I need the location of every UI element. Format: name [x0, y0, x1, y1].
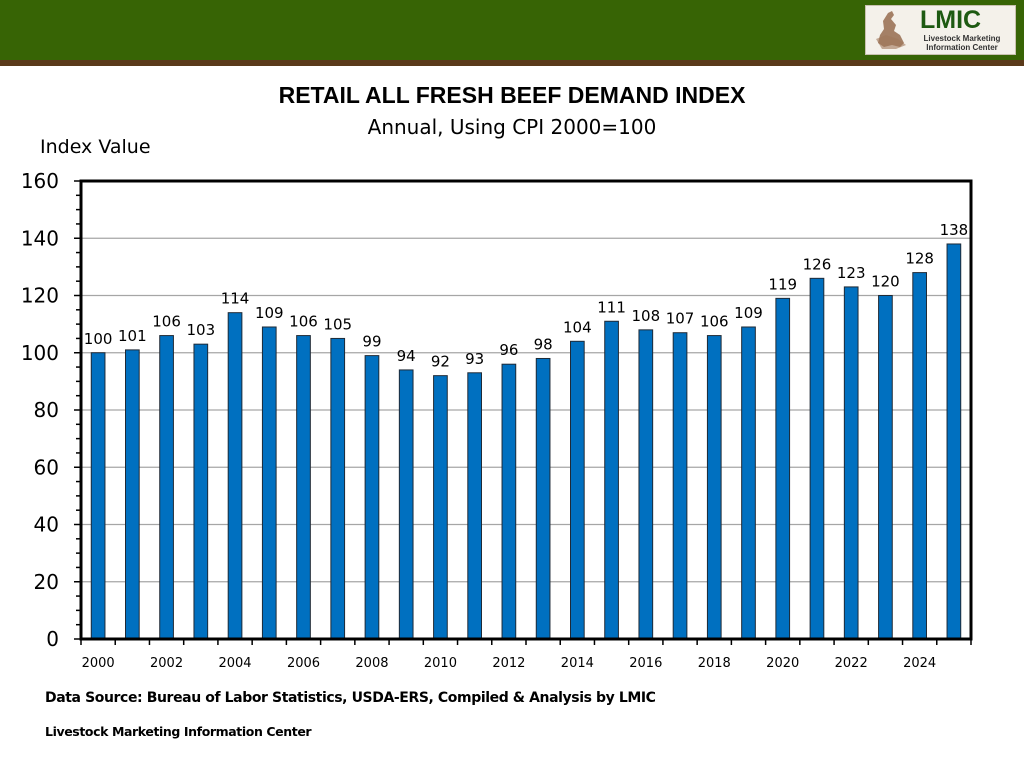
bar-2023	[878, 295, 893, 640]
y-tick-label-120: 120	[21, 284, 59, 308]
bar-2014	[570, 340, 585, 640]
data-label-2003: 103	[186, 321, 215, 339]
y-axis-label: Index Value	[40, 136, 151, 158]
y-tick-label-60: 60	[34, 455, 59, 479]
bar-2001	[125, 349, 140, 640]
bar-2011	[467, 372, 482, 640]
y-tick-label-160: 160	[21, 169, 59, 193]
logo-main-text: LMIC	[920, 6, 982, 34]
x-tick-label-2018: 2018	[698, 656, 731, 671]
lmic-logo: LMIC Livestock Marketing Information Cen…	[865, 5, 1016, 55]
logo-sub-line1: Livestock Marketing	[923, 34, 1001, 43]
data-label-2019: 109	[734, 304, 763, 322]
data-label-2005: 109	[255, 304, 284, 322]
x-tick-label-2008: 2008	[355, 656, 388, 671]
data-label-2002: 106	[152, 313, 181, 331]
data-label-2024: 128	[905, 250, 934, 268]
x-tick-label-2006: 2006	[287, 656, 320, 671]
x-tick-label-2024: 2024	[903, 656, 936, 671]
bars	[90, 243, 962, 640]
data-label-2010: 92	[431, 353, 450, 371]
bar-2010	[433, 375, 448, 640]
bar-2025	[946, 243, 962, 640]
bar-2004	[227, 312, 243, 640]
x-tick-label-2016: 2016	[629, 656, 662, 671]
x-tick-label-2004: 2004	[218, 656, 251, 671]
y-tick-label-100: 100	[21, 341, 59, 365]
data-labels: 100 101 106 103 114 109 106 105 99 94 92 93 96 98 104 1…	[84, 221, 968, 371]
y-tick-label-80: 80	[34, 398, 59, 422]
bar-2022	[843, 286, 859, 640]
bar-2005	[261, 326, 277, 640]
data-label-2012: 96	[499, 341, 518, 359]
bar-2009	[398, 369, 414, 640]
data-label-2009: 94	[397, 347, 416, 365]
data-label-2025: 138	[940, 221, 969, 239]
header-stripe	[0, 60, 1024, 66]
chart-subtitle: Annual, Using CPI 2000=100	[367, 115, 657, 139]
data-source-note: Data Source: Bureau of Labor Statistics,…	[45, 690, 656, 706]
data-label-2018: 106	[700, 313, 729, 331]
data-label-2008: 99	[362, 333, 381, 351]
data-label-2022: 123	[837, 264, 866, 282]
bar-2000	[90, 352, 106, 640]
bar-2019	[741, 326, 756, 640]
x-tick-label-2022: 2022	[835, 656, 868, 671]
x-tick-label-2002: 2002	[150, 656, 183, 671]
bar-2021	[809, 277, 825, 640]
data-label-2021: 126	[803, 255, 832, 273]
data-label-2023: 120	[871, 273, 900, 291]
y-tick-label-0: 0	[46, 627, 59, 651]
bar-2018	[706, 335, 722, 640]
x-tick-labels: 2000 2002 2004 2006 2008 2010 2012 2014 2016 2018…	[82, 656, 937, 671]
axes	[74, 179, 973, 645]
x-tick-label-2010: 2010	[424, 656, 457, 671]
data-label-2013: 98	[534, 335, 553, 353]
bar-2024	[912, 272, 927, 640]
bar-2003	[193, 343, 209, 640]
data-label-2001: 101	[118, 327, 147, 345]
bar-2006	[296, 335, 311, 640]
data-label-2007: 105	[323, 315, 352, 333]
data-label-2016: 108	[631, 307, 660, 325]
bar-2012	[501, 363, 517, 640]
logo-sub-line2: Information Center	[926, 43, 998, 52]
data-label-2000: 100	[84, 330, 113, 348]
data-label-2011: 93	[465, 350, 484, 368]
organization-name: Livestock Marketing Information Center	[45, 724, 312, 739]
data-label-2020: 119	[768, 275, 797, 293]
cattle-rider-icon	[876, 11, 906, 49]
data-label-2004: 114	[221, 290, 250, 308]
y-tick-label-140: 140	[21, 226, 59, 250]
bar-2008	[364, 355, 380, 640]
data-label-2006: 106	[289, 313, 318, 331]
y-tick-label-40: 40	[34, 513, 59, 537]
data-label-2017: 107	[666, 310, 695, 328]
bar-2002	[159, 335, 174, 640]
y-tick-labels: 0 20 40 60 80 100 120 140 160	[21, 169, 59, 651]
y-tick-label-20: 20	[34, 570, 59, 594]
bar-2016	[638, 329, 654, 640]
data-label-2015: 111	[597, 298, 626, 316]
chart-title: RETAIL ALL FRESH BEEF DEMAND INDEX	[278, 82, 746, 108]
gridlines	[81, 237, 971, 583]
bar-2013	[535, 357, 551, 640]
bar-2017	[672, 332, 688, 640]
logo-sub-text: Livestock Marketing Information Center	[916, 34, 1008, 52]
x-tick-label-2000: 2000	[82, 656, 115, 671]
x-tick-label-2012: 2012	[492, 656, 525, 671]
header-bar	[0, 0, 1024, 60]
bar-2007	[330, 337, 346, 640]
bar-2015	[604, 320, 619, 640]
bar-2020	[775, 297, 791, 640]
x-tick-label-2020: 2020	[766, 656, 799, 671]
x-tick-label-2014: 2014	[561, 656, 594, 671]
data-label-2014: 104	[563, 318, 592, 336]
